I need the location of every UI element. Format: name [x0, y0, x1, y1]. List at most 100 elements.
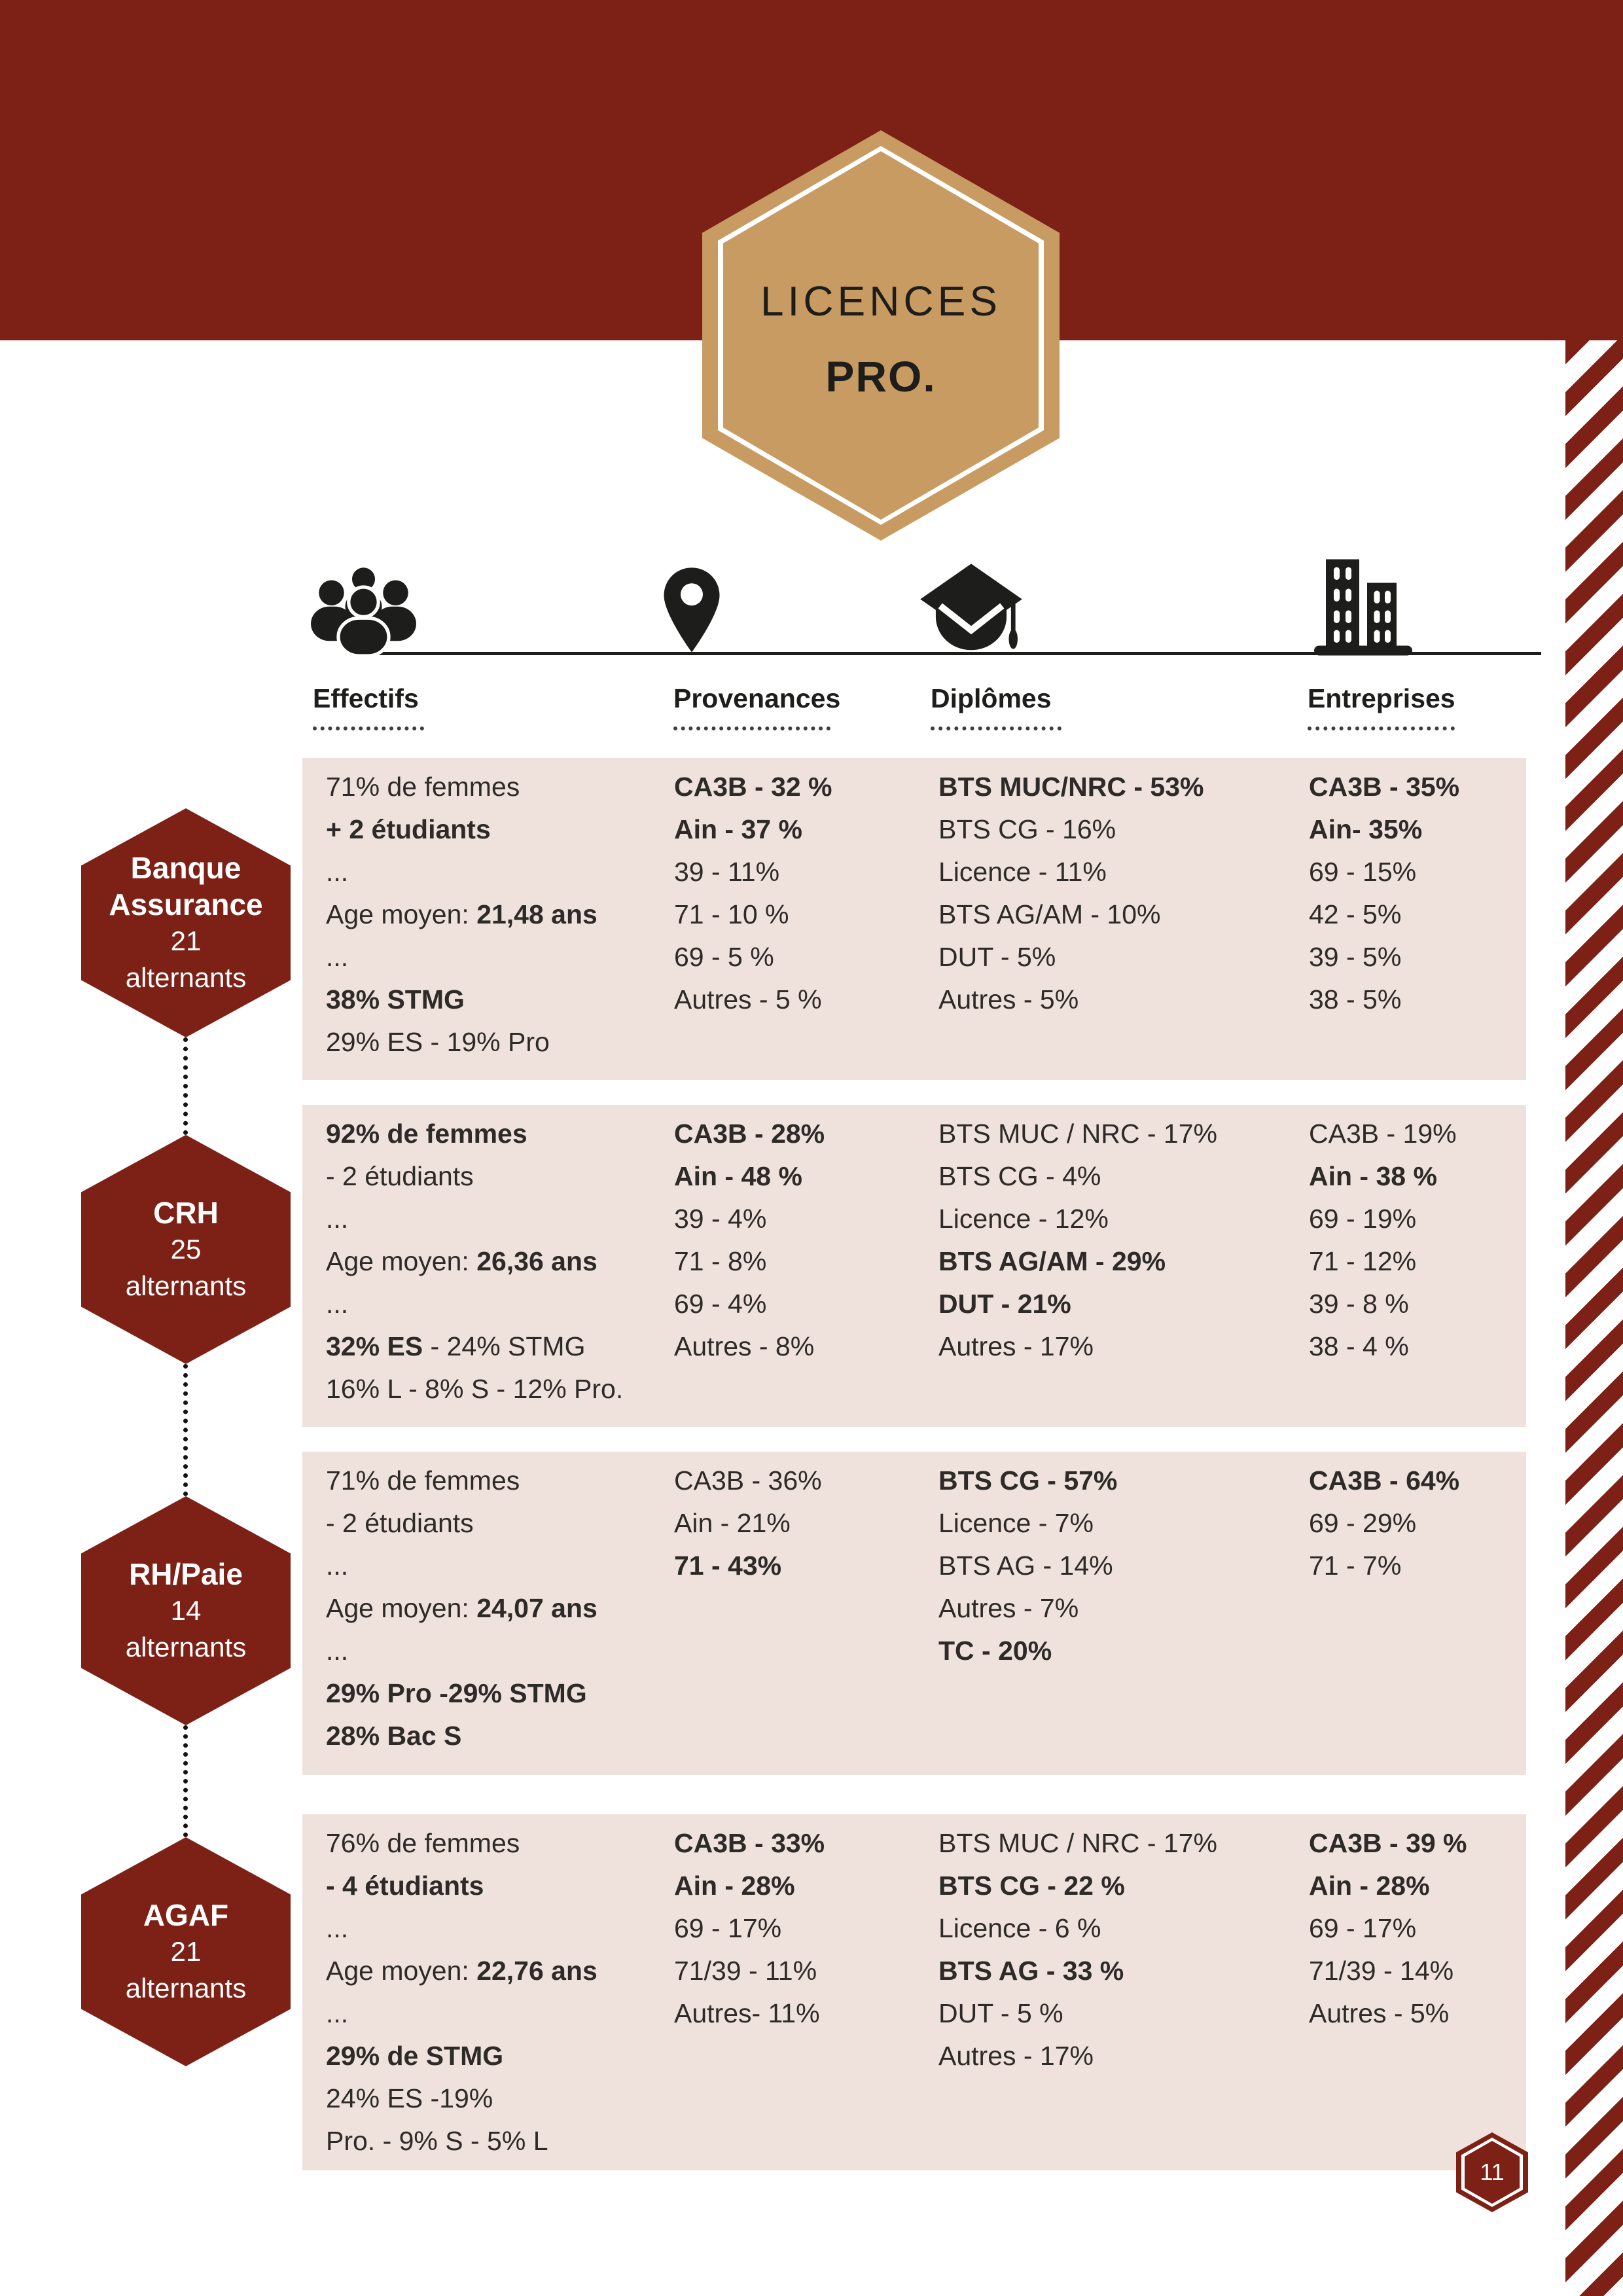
cell-line: 71 - 10 % — [674, 899, 789, 929]
column-header-diplomes: Diplômes — [931, 683, 1052, 713]
cell-provenances: CA3B - 28% Ain - 48 % 39 - 4% 71 - 8% 69 - 4… — [674, 1113, 825, 1368]
cell-line: 38 - 5% — [1309, 984, 1402, 1014]
program-badge-count: 21 — [170, 1936, 202, 1967]
cell-line: Autres - 7% — [938, 1593, 1079, 1623]
cell-line: TC - 20% — [938, 1636, 1052, 1666]
cell-line: 24% ES -19% — [326, 2083, 493, 2113]
cell-line: 69 - 15% — [1309, 857, 1417, 887]
cell-line: 71 - 43% — [674, 1551, 782, 1581]
cell-line: 32% ES - 24% STMG — [326, 1331, 586, 1361]
cell-line: 29% ES - 19% Pro — [326, 1027, 550, 1057]
column-header-entreprises: Entreprises — [1308, 683, 1455, 713]
dotted-underline — [931, 720, 1061, 730]
cell-line: Ain - 21% — [674, 1508, 791, 1538]
program-badge-title: RH/Paie — [129, 1557, 243, 1591]
cell-line: 38 - 4 % — [1309, 1331, 1409, 1361]
cell-entreprises: CA3B - 35% Ain- 35% 69 - 15% 42 - 5% 39 - 5%… — [1309, 766, 1459, 1021]
cell-line: Ain - 28% — [674, 1871, 795, 1901]
cell-line: Licence - 11% — [938, 857, 1107, 887]
header-axis-line — [366, 652, 1541, 655]
cell-line: Age moyen: 24,07 ans — [326, 1593, 597, 1623]
cell-line: Age moyen: 26,36 ans — [326, 1246, 597, 1276]
cell-line: 38% STMG — [326, 984, 465, 1014]
cell-line: DUT - 21% — [938, 1289, 1071, 1319]
cell-line: Autres - 17% — [938, 1331, 1094, 1361]
title-hexagon-fill — [723, 151, 1039, 520]
program-badge: Banque Assurance 21 alternants — [81, 808, 291, 1037]
cell-line: Autres - 5% — [938, 984, 1079, 1014]
cell-line: CA3B - 28% — [674, 1119, 825, 1149]
cell-line: BTS AG - 14% — [938, 1551, 1113, 1581]
program-badge-count: 21 — [170, 925, 202, 956]
program-badge-title: Assurance — [109, 888, 263, 922]
dotted-underline — [673, 720, 830, 730]
program-badge-suffix: alternants — [125, 962, 247, 993]
cell-line: 69 - 5 % — [674, 942, 774, 972]
cell-provenances: CA3B - 32 % Ain - 37 % 39 - 11% 71 - 10 % 69… — [674, 766, 832, 1021]
program-badge: RH/Paie 14 alternants — [81, 1496, 291, 1725]
cell-diplomes: BTS MUC/NRC - 53% BTS CG - 16% Licence - 1… — [938, 766, 1204, 1021]
cell-line: ... — [326, 942, 349, 972]
column-header-provenances: Provenances — [673, 683, 841, 713]
cell-line: Licence - 6 % — [938, 1913, 1101, 1943]
cell-line: ... — [326, 1913, 349, 1943]
cell-line: Ain - 48 % — [674, 1161, 802, 1191]
cell-line: 42 - 5% — [1309, 899, 1402, 929]
cell-line: 69 - 19% — [1309, 1204, 1417, 1234]
program-badge-count: 25 — [170, 1234, 202, 1265]
cell-line: CA3B - 19% — [1309, 1119, 1457, 1149]
cell-line: Autres - 17% — [938, 2041, 1094, 2071]
cell-line: Licence - 7% — [938, 1508, 1094, 1538]
row-band — [302, 1105, 1526, 1427]
cell-line: Age moyen: 22,76 ans — [326, 1956, 597, 1986]
cell-line: BTS AG - 33 % — [938, 1956, 1124, 1986]
cell-line: 28% Bac S — [326, 1721, 462, 1751]
cell-line: BTS AG/AM - 10% — [938, 899, 1161, 929]
cell-line: 92% de femmes — [326, 1119, 527, 1149]
cell-line: ... — [326, 1289, 349, 1319]
cell-line: 76% de femmes — [326, 1828, 520, 1858]
cell-line: CA3B - 39 % — [1309, 1828, 1467, 1858]
cell-line: 71% de femmes — [326, 1465, 520, 1496]
cell-line: Autres- 11% — [674, 1998, 820, 2028]
cell-provenances: CA3B - 33% Ain - 28% 69 - 17% 71/39 - 11% Au… — [674, 1822, 825, 2035]
cell-diplomes: BTS MUC / NRC - 17% BTS CG - 22 % Licence … — [938, 1822, 1217, 2077]
program-badge-suffix: alternants — [125, 1973, 247, 2003]
cell-line: 69 - 4% — [674, 1289, 767, 1319]
cell-line: ... — [326, 1636, 349, 1666]
cell-line: - 2 étudiants — [326, 1508, 474, 1538]
cell-line: 39 - 5% — [1309, 942, 1402, 972]
cell-entreprises: CA3B - 39 % Ain - 28% 69 - 17% 71/39 - 14% A… — [1309, 1822, 1467, 2035]
row-band — [302, 1814, 1526, 2170]
cell-effectifs: 71% de femmes - 2 étudiants... Age moyen: … — [326, 1460, 597, 1757]
buildings-icon — [1314, 553, 1412, 656]
cell-line: Ain - 37 % — [674, 814, 802, 844]
cell-provenances: CA3B - 36% Ain - 21% 71 - 43% — [674, 1460, 822, 1587]
program-badge-title: AGAF — [143, 1898, 229, 1932]
badge-connector-line — [183, 1725, 188, 1837]
cell-line: CA3B - 33% — [674, 1828, 825, 1858]
graduation-cap-icon — [915, 562, 1027, 655]
cell-line: Pro. - 9% S - 5% L — [326, 2126, 548, 2156]
cell-entreprises: CA3B - 19% Ain - 38 % 69 - 19% 71 - 12% 39 -… — [1309, 1113, 1457, 1368]
cell-line: ... — [326, 1998, 349, 2028]
cell-line: Autres - 5 % — [674, 984, 822, 1014]
cell-line: Autres - 5% — [1309, 1998, 1450, 2028]
program-badge-suffix: alternants — [125, 1270, 247, 1301]
row-band — [302, 758, 1526, 1080]
cell-line: 69 - 17% — [1309, 1913, 1417, 1943]
cell-line: BTS MUC/NRC - 53% — [938, 772, 1204, 802]
page-number: 11 — [1480, 2159, 1505, 2185]
cell-line: Age moyen: 21,48 ans — [326, 899, 597, 929]
cell-line: 29% de STMG — [326, 2041, 504, 2071]
cell-line: Autres - 8% — [674, 1331, 815, 1361]
cell-line: - 4 étudiants — [326, 1871, 484, 1901]
cell-entreprises: CA3B - 64% 69 - 29% 71 - 7% — [1309, 1460, 1459, 1587]
cell-line: 69 - 29% — [1309, 1508, 1417, 1538]
map-pin-icon — [656, 565, 728, 655]
people-icon — [306, 564, 421, 656]
cell-diplomes: BTS MUC / NRC - 17% BTS CG - 4% Licence - … — [938, 1113, 1217, 1368]
cell-line: BTS CG - 16% — [938, 814, 1116, 844]
cell-line: ... — [326, 1551, 349, 1581]
